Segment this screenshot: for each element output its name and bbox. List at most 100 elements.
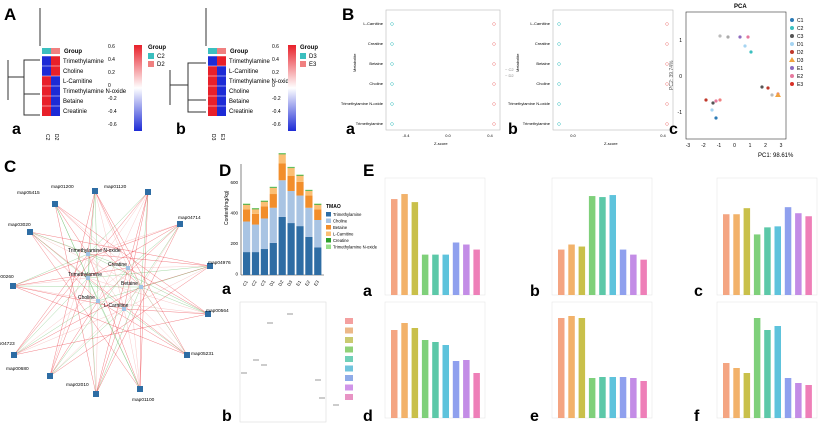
stacked-bar-segment [269, 187, 277, 195]
bar [568, 244, 575, 295]
sub-letter-e-e: e [530, 408, 539, 425]
pca-point [775, 92, 781, 97]
bar [391, 199, 398, 295]
stacked-bar-segment [305, 190, 313, 196]
dotplot-b: L-Carnitine Creatine Betaine Choline Trimeth… [508, 9, 674, 146]
scale-tick: 0 [272, 83, 275, 89]
pca-title: PCA [734, 4, 747, 10]
pca-legend-marker [790, 66, 794, 70]
heatmap-b: Group Trimethylamine L-Carnitine Trimethyl… [169, 8, 293, 141]
dotplot-a-dot-low [390, 42, 394, 46]
dotplot-b-dot-high [665, 82, 669, 86]
sub-letter-b-b: b [508, 121, 518, 138]
dotplot-a-dot-high [492, 62, 496, 66]
heatmap-b-legend-d3: D3 [309, 54, 317, 60]
sub-letter-e-a: a [363, 283, 372, 300]
pca-point [718, 98, 722, 102]
pca-legend-label: E2 [797, 74, 803, 80]
bar-panel-e: e [530, 301, 653, 425]
network-metabolite-label: Betaine [121, 281, 138, 287]
pca-legend-marker [790, 50, 794, 54]
scale-tick: -0.6 [272, 122, 281, 128]
network-pathway-node [207, 263, 213, 269]
stacked-bar-segment [243, 209, 251, 222]
sub-letter-e-b: b [530, 283, 540, 300]
bar [753, 318, 761, 418]
dotplot-b-dot-high [665, 22, 669, 26]
dotplot-a-dot-low [390, 102, 394, 106]
dotplot-b-row-label: Choline [536, 81, 550, 86]
dotplot-b-dot-high [665, 62, 669, 66]
stacked-bar-legend-label: Betaine [333, 225, 348, 230]
stacked-bar-chart: C1 C2 C3 D1 D2 D3 E1 E2 E3 600 400 200 0 Content(mg… [222, 153, 378, 298]
stacked-bar-segment [314, 209, 322, 220]
network-pathway-node [137, 386, 143, 392]
stacked-bar-legend-swatch [326, 225, 331, 230]
heatmap-b-col-e3: E3 [219, 134, 225, 140]
stacked-bar-segment [243, 204, 251, 210]
network-metabolite-node [139, 285, 143, 289]
heatmap-a-row-label: Choline [63, 69, 84, 75]
d-b-legend-swatch [345, 394, 353, 400]
bar [733, 214, 740, 295]
bar [723, 363, 730, 418]
d-b-legend-swatch [345, 365, 353, 372]
bar [630, 254, 637, 295]
stacked-bar-segment [278, 154, 286, 164]
heatmap-b-cell [217, 76, 226, 86]
stacked-bar-segment [260, 218, 268, 250]
stacked-bar-ytick: 400 [230, 211, 238, 216]
dotplot-a-row-label: Betaine [369, 61, 383, 66]
stacked-bar-segment [287, 167, 295, 169]
pca-xtick: -1 [717, 143, 722, 149]
dotplot-b-dot-low [557, 42, 561, 46]
bar [452, 361, 460, 418]
heatmap-b-row-label: Creatinie [229, 109, 254, 115]
pca-point [714, 99, 718, 103]
stacked-bar-segment [278, 180, 286, 217]
heatmap-b-cell [208, 56, 217, 66]
dotplot-b-xtick: 0.0 [570, 133, 576, 138]
heatmap-a-cell [51, 76, 60, 86]
pca-legend-label: C1 [797, 18, 804, 24]
bar [723, 214, 730, 295]
pca-legend-marker [790, 74, 794, 78]
bar [391, 330, 398, 418]
dotplot-a-xtick: 0.0 [445, 133, 451, 138]
sub-letter-b-c: c [669, 121, 678, 138]
dotplot-b-row-label: Trimethylamine N-oxide [508, 101, 551, 106]
group-cell-d3 [208, 48, 217, 54]
heatmap-b-legend-e3: E3 [309, 62, 317, 68]
scale-tick: -0.2 [108, 96, 117, 102]
bar [795, 383, 802, 418]
panel-letter-C: C [4, 157, 16, 176]
pca-legend-marker [790, 42, 794, 46]
network-pathway-node [93, 391, 99, 397]
heatmap-b-cell [217, 66, 226, 76]
heatmap-a-cell [42, 56, 51, 66]
network-pathway-label: map00564 [206, 308, 229, 314]
stacked-bar-segment [296, 175, 304, 182]
pca-legend-marker [790, 18, 794, 22]
stacked-bar-segment [278, 163, 286, 181]
network-pathway-node [10, 283, 16, 289]
dotplot-b-dot-low [557, 82, 561, 86]
network-pathway-label: map01200 [51, 184, 74, 190]
stacked-bar-category: C1 [242, 279, 249, 287]
pca-point [743, 44, 747, 48]
stacked-bar-segment [287, 190, 295, 224]
stacked-bar-segment [296, 181, 304, 196]
stacked-bar-legend-label: Choline [333, 219, 348, 224]
dotplot-a-dot-low [390, 82, 394, 86]
sub-letter-b-a: a [346, 121, 355, 138]
stacked-bar-segment [278, 216, 286, 275]
bar [764, 330, 771, 418]
stacked-bar-segment [305, 190, 313, 191]
stacked-bar-legend-swatch [326, 244, 331, 249]
heatmap-b-cell [208, 66, 217, 76]
pca-legend-label: D2 [797, 50, 804, 56]
dotplot-a-dot-low [390, 62, 394, 66]
d-b-legend-swatch [345, 384, 353, 391]
network-pathway-node [184, 352, 190, 358]
bar [753, 234, 761, 295]
